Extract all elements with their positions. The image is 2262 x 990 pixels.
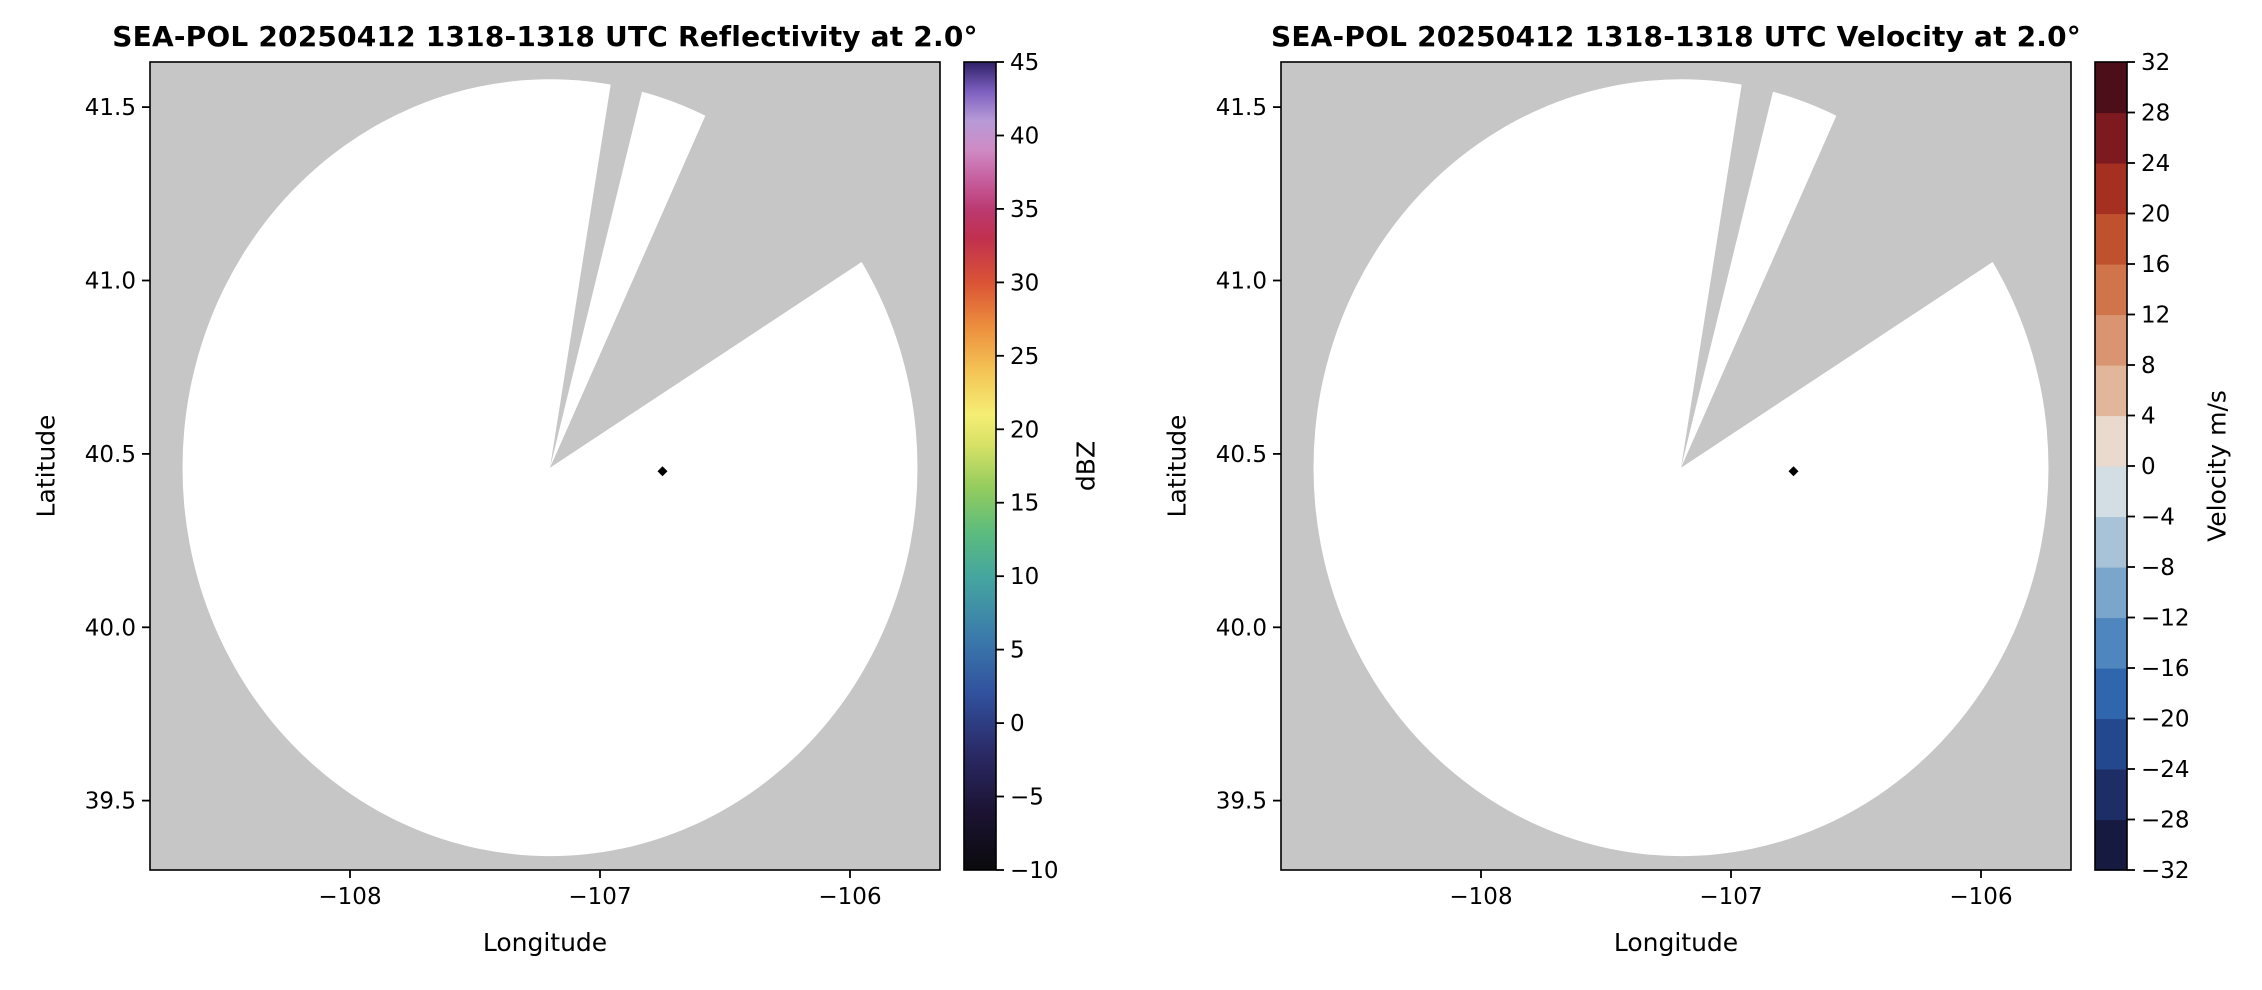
colorbar-tick-label: 24 bbox=[2141, 151, 2170, 177]
colorbar-tick-label: 12 bbox=[2141, 303, 2170, 329]
reflectivity-title: SEA-POL 20250412 1318-1318 UTC Reflectiv… bbox=[112, 20, 978, 53]
colorbar-tick-label: 10 bbox=[1010, 564, 1039, 590]
blocked-sector bbox=[550, 80, 643, 468]
colorbar-tick-label: 8 bbox=[2141, 353, 2156, 379]
colorbar-tick-label: 32 bbox=[2141, 50, 2170, 76]
colorbar-tick-label: −32 bbox=[2141, 858, 2190, 884]
colorbar-tick-label: −5 bbox=[1010, 785, 1044, 811]
colorbar-tick-label: 45 bbox=[1010, 50, 1039, 76]
colorbar-label-dbz: dBZ bbox=[1071, 440, 1101, 492]
x-tick-label: −107 bbox=[568, 884, 631, 910]
y-tick-label: 40.0 bbox=[85, 615, 136, 641]
y-tick-label: 39.5 bbox=[1216, 789, 1267, 815]
colorbar-tick-label: 20 bbox=[2141, 202, 2170, 228]
reflectivity-plot: −108 −107 −106 39.5 40.0 40.5 41.0 41.5 −10 −5 0 5 1… bbox=[85, 50, 1059, 910]
y-tick-label: 41.0 bbox=[1216, 269, 1267, 295]
colorbar-bin bbox=[2095, 567, 2127, 619]
panel-velocity: −108 −107 −106 39.5 40.0 40.5 41.0 41.5 −32 −28 −2… bbox=[1131, 0, 2262, 990]
colorbar-bin bbox=[2095, 112, 2127, 164]
colorbar-bin bbox=[2095, 516, 2127, 568]
colorbar-tick-label: 40 bbox=[1010, 124, 1039, 150]
y-tick-label: 41.0 bbox=[85, 269, 136, 295]
colorbar-bin bbox=[2095, 466, 2127, 518]
colorbar-tick-label: −28 bbox=[2141, 808, 2190, 834]
colorbar-label-velocity: Velocity m/s bbox=[2202, 390, 2232, 542]
y-tick-label: 40.5 bbox=[85, 442, 136, 468]
colorbar-tick-label: 16 bbox=[2141, 252, 2170, 278]
x-tick-label: −108 bbox=[1449, 884, 1512, 910]
axes-frame bbox=[149, 61, 941, 871]
colorbar-tick-label: −8 bbox=[2141, 555, 2175, 581]
x-tick-label: −106 bbox=[818, 884, 881, 910]
colorbar-gradient bbox=[964, 62, 996, 870]
y-tick-label: 41.5 bbox=[85, 95, 136, 121]
colorbar-tick-label: 25 bbox=[1010, 344, 1039, 370]
blocked-sector bbox=[1681, 80, 1774, 468]
colorbar-tick-label: 5 bbox=[1010, 638, 1025, 664]
colorbar-tick-label: 15 bbox=[1010, 491, 1039, 517]
colorbar-bin bbox=[2095, 617, 2127, 669]
y-tick-label: 41.5 bbox=[1216, 95, 1267, 121]
colorbar-tick-label: −10 bbox=[1010, 858, 1059, 884]
colorbar-bin bbox=[2095, 365, 2127, 417]
axes-frame bbox=[1280, 61, 2072, 871]
colorbar-bin bbox=[2095, 769, 2127, 821]
x-axis-label: Longitude bbox=[1613, 928, 1739, 957]
blocked-sector bbox=[1681, 112, 1996, 468]
colorbar-bin bbox=[2095, 163, 2127, 215]
panel-reflectivity: −108 −107 −106 39.5 40.0 40.5 41.0 41.5 −10 −5 0 5 1… bbox=[31, 20, 1101, 957]
colorbar-bin bbox=[2095, 718, 2127, 770]
x-tick-label: −108 bbox=[318, 884, 381, 910]
y-tick-label: 39.5 bbox=[85, 789, 136, 815]
colorbar-tick-label: −24 bbox=[2141, 757, 2190, 783]
colorbar-bin bbox=[2095, 314, 2127, 366]
colorbar-tick-label: 4 bbox=[2141, 404, 2156, 430]
y-tick-label: 40.5 bbox=[1216, 442, 1267, 468]
colorbar-frame bbox=[963, 61, 997, 871]
colorbar-bin bbox=[2095, 62, 2127, 114]
colorbar-tick-label: −16 bbox=[2141, 656, 2190, 682]
colorbar-bin bbox=[2095, 668, 2127, 720]
y-axis-label: Latitude bbox=[1162, 414, 1192, 518]
colorbar-tick-label: 35 bbox=[1010, 197, 1039, 223]
colorbar-tick-label: 30 bbox=[1010, 270, 1039, 296]
colorbar-tick-label: 0 bbox=[2141, 454, 2156, 480]
colorbar-bin bbox=[2095, 415, 2127, 467]
colorbar-bin bbox=[2095, 264, 2127, 316]
x-tick-label: −107 bbox=[1699, 884, 1762, 910]
x-tick-label: −106 bbox=[1949, 884, 2012, 910]
colorbar-tick-label: 0 bbox=[1010, 711, 1025, 737]
colorbar-bin bbox=[2095, 213, 2127, 265]
colorbar-bin bbox=[2095, 819, 2127, 871]
blocked-sector bbox=[550, 112, 865, 468]
velocity-plot: −108 −107 −106 39.5 40.0 40.5 41.0 41.5 −32 −28 −2… bbox=[1216, 50, 2190, 910]
colorbar-tick-label: −4 bbox=[2141, 505, 2175, 531]
x-axis-label: Longitude bbox=[482, 928, 608, 957]
y-axis-label: Latitude bbox=[31, 414, 61, 518]
colorbar-tick-label: 20 bbox=[1010, 417, 1039, 443]
y-tick-label: 40.0 bbox=[1216, 615, 1267, 641]
colorbar-tick-label: −12 bbox=[2141, 606, 2190, 632]
site-marker bbox=[657, 466, 668, 477]
site-marker bbox=[1788, 466, 1799, 477]
colorbar-tick-label: −20 bbox=[2141, 707, 2190, 733]
velocity-title: SEA-POL 20250412 1318-1318 UTC Velocity … bbox=[1270, 20, 2082, 53]
colorbar-tick-label: 28 bbox=[2141, 101, 2170, 127]
